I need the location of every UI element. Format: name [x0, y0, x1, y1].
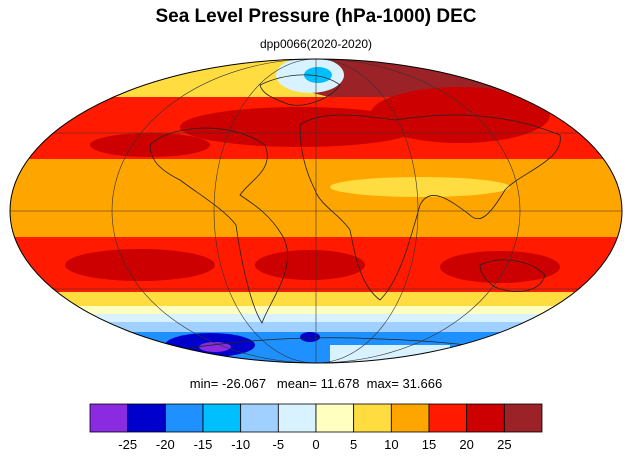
colorbar-tick-label: -25	[118, 437, 137, 452]
colorbar-swatch	[127, 403, 166, 433]
colorbar-swatch	[503, 403, 543, 433]
min-value: -26.067	[221, 376, 267, 391]
colorbar-swatch	[466, 403, 505, 433]
colorbar-swatch	[202, 403, 242, 433]
stats-line: min= -26.067 mean= 11.678 max= 31.666	[0, 376, 632, 391]
colorbar: -25 -20 -15 -10 -5 0 5 10 15 20 25	[89, 403, 543, 452]
colorbar-tick-label: -20	[156, 437, 175, 452]
max-label: max=	[366, 376, 399, 391]
colorbar-swatch	[164, 403, 204, 433]
colorbar-swatch	[428, 403, 468, 433]
graticule	[10, 59, 622, 363]
south-pacific-high	[65, 249, 215, 281]
chart-subtitle: dpp0066(2020-2020)	[259, 37, 373, 51]
ross-low	[300, 332, 320, 342]
colorbar-swatch	[390, 403, 430, 433]
colorbar-swatch	[315, 403, 355, 433]
south-atlantic-high	[255, 250, 365, 280]
colorbar-swatch	[277, 403, 317, 433]
min-label: min=	[189, 376, 219, 391]
colorbar-tick-label: -15	[194, 437, 213, 452]
colorbar-tick-label: 25	[497, 437, 511, 452]
mean-value: 11.678	[320, 376, 360, 391]
globe-outline	[9, 58, 623, 364]
chart-title: Sea Level Pressure (hPa-1000) DEC	[155, 6, 477, 27]
greenland-low-core	[304, 67, 332, 83]
colorbar-swatch	[353, 403, 392, 433]
colorbar-tick-label: -5	[273, 437, 285, 452]
amundsen-low-core	[199, 342, 231, 352]
pressure-field	[10, 59, 622, 363]
colorbar-swatch	[89, 403, 129, 433]
colorbar-tick-label: 0	[312, 437, 319, 452]
mean-label: mean=	[276, 376, 318, 391]
colorbar-tick-label: -10	[231, 437, 250, 452]
colorbar-swatch	[240, 403, 279, 433]
tropical-ridge	[330, 177, 510, 197]
colorbar-tick-label: 10	[384, 437, 398, 452]
colorbar-tick-label: 15	[422, 437, 436, 452]
world-map	[9, 58, 623, 364]
max-value: 31.666	[402, 376, 443, 391]
colorbar-tick-label: 20	[459, 437, 473, 452]
colorbar-tick-label: 5	[350, 437, 357, 452]
indian-ocean-high	[440, 251, 560, 283]
